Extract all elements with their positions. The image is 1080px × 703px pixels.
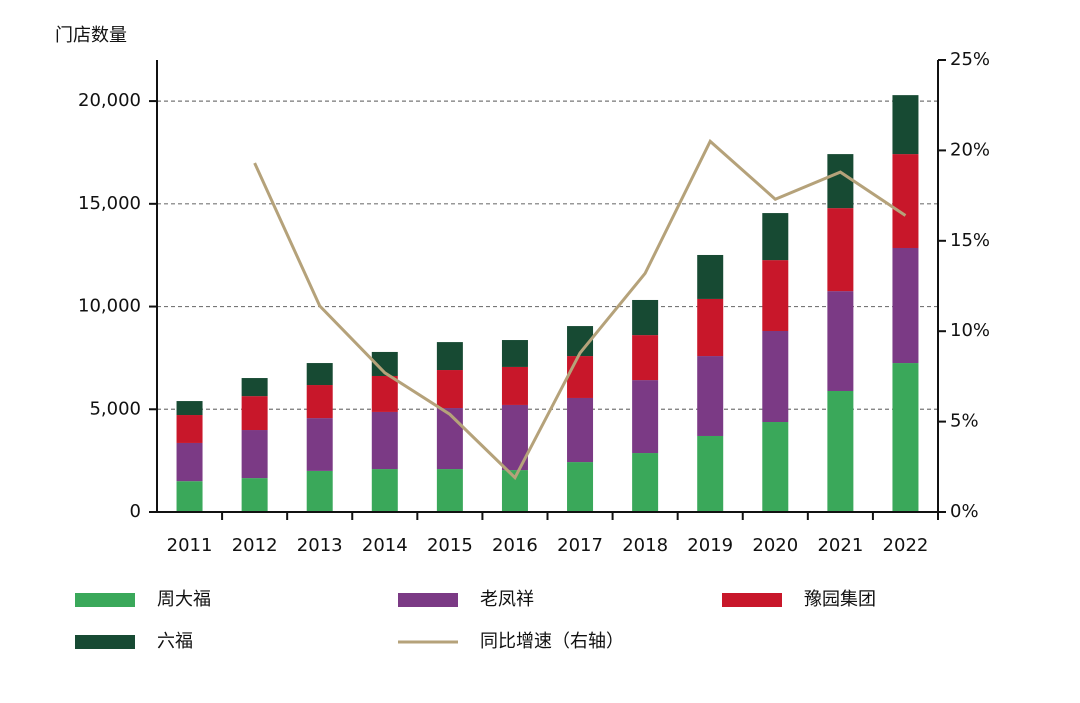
y2-tick-label: 25% — [950, 49, 990, 70]
bar-segment — [306, 385, 333, 419]
legend-swatch — [722, 593, 782, 607]
bar-segment — [436, 408, 463, 470]
x-tick-label: 2015 — [427, 535, 473, 556]
y-tick-label: 5,000 — [89, 398, 141, 419]
bar-segment — [176, 401, 203, 416]
legend-label: 同比增速（右轴） — [480, 631, 624, 652]
x-tick-label: 2017 — [557, 535, 603, 556]
bar-segment — [827, 208, 854, 292]
bar-segment — [501, 366, 528, 405]
bar-segment — [567, 356, 594, 398]
line — [253, 138, 907, 481]
legend-swatch — [75, 635, 135, 649]
bar-segment — [762, 422, 789, 512]
bar-segment — [827, 154, 854, 209]
bar-segment — [827, 390, 854, 512]
bar-segment — [632, 335, 659, 381]
y2-tick-label: 20% — [950, 139, 990, 160]
legend-label: 六福 — [157, 631, 193, 652]
y2-tick-label: 5% — [950, 411, 979, 432]
bar-segment — [241, 378, 268, 397]
x-tick-label: 2022 — [883, 535, 929, 556]
legend-swatch — [398, 593, 458, 607]
x-tick-label: 2018 — [622, 535, 668, 556]
x-tick-label: 2014 — [362, 535, 408, 556]
bar-segment — [371, 375, 398, 412]
bar-segment — [371, 469, 398, 512]
bar-segment — [567, 397, 594, 463]
bar-segment — [892, 247, 919, 364]
bar-segment — [436, 370, 463, 409]
y-tick-label: 20,000 — [78, 90, 141, 111]
legend-label: 老凤祥 — [480, 589, 534, 610]
x-tick-label: 2013 — [297, 535, 343, 556]
bar-segment — [697, 298, 724, 357]
bar-segment — [632, 453, 659, 512]
bar-segment — [241, 396, 268, 431]
bar-segment — [762, 260, 789, 331]
bar-segment — [306, 418, 333, 471]
y-tick-label: 0 — [130, 501, 141, 522]
bar-segment — [176, 415, 203, 443]
bar-segment — [436, 469, 463, 512]
bar-segment — [892, 154, 919, 248]
x-tick-label: 2016 — [492, 535, 538, 556]
x-tick-label: 2019 — [687, 535, 733, 556]
x-tick-label: 2012 — [232, 535, 278, 556]
y2-tick-label: 15% — [950, 230, 990, 251]
bar-segment — [241, 430, 268, 479]
bar-segment — [697, 356, 724, 436]
bar-segment — [632, 299, 659, 336]
bar-segment — [501, 340, 528, 367]
x-tick-label: 2021 — [817, 535, 863, 556]
bar-segment — [176, 442, 203, 482]
x-tick-label: 2020 — [752, 535, 798, 556]
bar-segment — [436, 342, 463, 371]
bar-segment — [697, 435, 724, 512]
y-axis-label: 门店数量 — [55, 25, 127, 46]
bar-segment — [892, 363, 919, 512]
y2-tick-label: 0% — [950, 501, 979, 522]
bar-segment — [241, 478, 268, 512]
bar-segment — [697, 254, 724, 299]
y-tick-label: 10,000 — [78, 296, 141, 317]
x-tick-label: 2011 — [167, 535, 213, 556]
bar-segment — [306, 470, 333, 512]
legend-label: 豫园集团 — [804, 589, 876, 610]
bar-segment — [827, 291, 854, 391]
bar-segment — [567, 462, 594, 512]
bar-segment — [762, 213, 789, 261]
bar-segment — [762, 330, 789, 423]
bar-segment — [176, 481, 203, 512]
y-tick-label: 15,000 — [78, 193, 141, 214]
y2-tick-label: 10% — [950, 320, 990, 341]
bar-segment — [371, 411, 398, 470]
bar-segment — [632, 380, 659, 454]
legend-swatch — [75, 593, 135, 607]
bar-segment — [306, 363, 333, 386]
bar-segment — [892, 95, 919, 155]
legend-label: 周大福 — [157, 589, 211, 610]
